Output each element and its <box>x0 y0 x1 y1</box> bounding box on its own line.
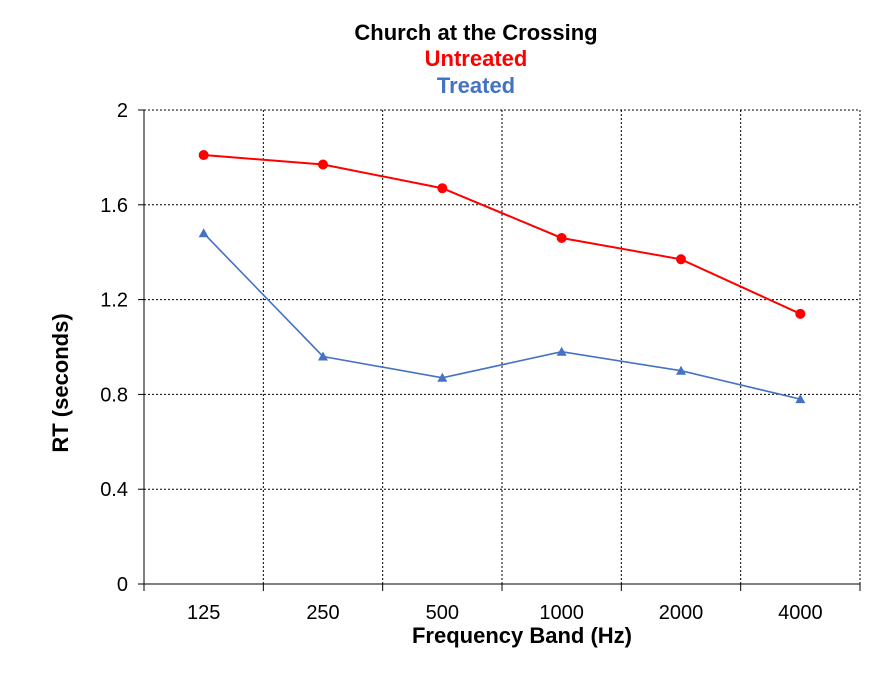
y-tick-label: 1.6 <box>100 195 128 217</box>
data-point <box>318 159 328 170</box>
y-tick-label: 2 <box>117 100 128 122</box>
data-point <box>556 232 567 243</box>
series-treated <box>198 228 806 404</box>
series-line <box>203 154 801 315</box>
data-point <box>795 308 806 319</box>
data-point <box>556 346 567 356</box>
y-tick-label: 0.8 <box>100 384 128 406</box>
data-point <box>676 365 686 375</box>
subtitle-treated: Treated <box>437 73 515 98</box>
y-axis-label: RT (seconds) <box>48 313 73 452</box>
series-untreated <box>198 150 806 319</box>
axes <box>138 109 861 591</box>
y-tick-label: 0.4 <box>100 479 128 501</box>
data-point <box>318 351 328 361</box>
y-tick-label: 0 <box>117 574 128 596</box>
series-line <box>203 232 801 400</box>
subtitle-untreated: Untreated <box>425 46 528 71</box>
data-point <box>795 394 806 404</box>
chart-title: Church at the Crossing <box>354 20 597 45</box>
x-tick-labels: 125 250 500 1000 2000 4000 <box>187 602 823 624</box>
y-tick-labels: 0 0.4 0.8 1.2 1.6 2 <box>100 100 128 596</box>
x-tick-label: 4000 <box>778 602 823 624</box>
grid <box>144 109 861 584</box>
data-point <box>676 254 686 265</box>
x-axis-label: Frequency Band (Hz) <box>412 623 632 648</box>
x-tick-label: 250 <box>306 602 339 624</box>
data-point <box>198 150 209 161</box>
x-tick-label: 125 <box>187 602 220 624</box>
data-point <box>437 183 448 194</box>
y-tick-label: 1.2 <box>100 290 128 312</box>
data-point <box>198 228 209 238</box>
x-tick-label: 2000 <box>659 602 704 624</box>
data-point <box>437 372 448 382</box>
series <box>198 150 806 404</box>
x-tick-label: 500 <box>426 602 459 624</box>
x-tick-label: 1000 <box>539 602 584 624</box>
